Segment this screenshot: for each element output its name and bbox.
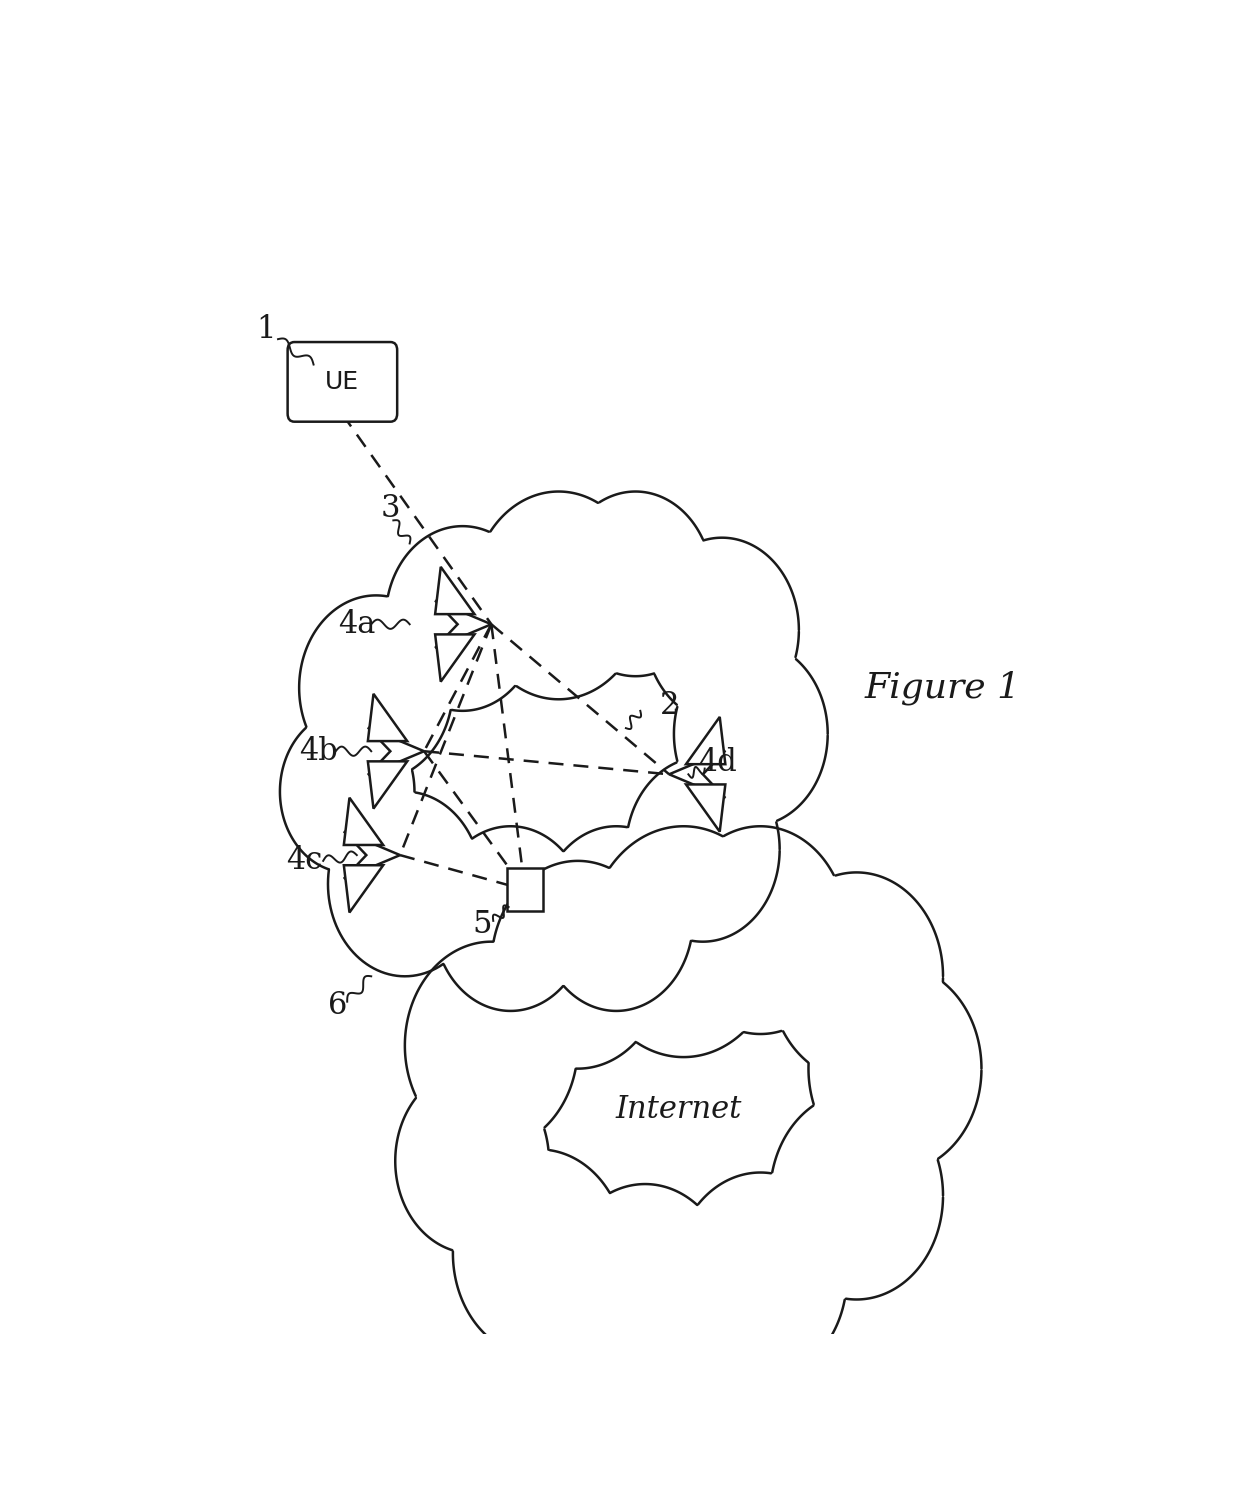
- Circle shape: [770, 1091, 942, 1300]
- Polygon shape: [343, 832, 401, 878]
- Text: 2: 2: [660, 690, 678, 721]
- Circle shape: [626, 757, 780, 941]
- Text: 6: 6: [327, 989, 347, 1021]
- Polygon shape: [435, 601, 491, 648]
- Circle shape: [539, 826, 693, 1010]
- Polygon shape: [343, 865, 383, 913]
- Polygon shape: [670, 751, 725, 797]
- Polygon shape: [368, 761, 407, 808]
- Circle shape: [386, 526, 539, 711]
- Circle shape: [453, 1150, 626, 1357]
- Polygon shape: [368, 694, 407, 741]
- Circle shape: [558, 492, 712, 676]
- Text: Internet: Internet: [615, 1094, 742, 1124]
- Circle shape: [434, 826, 588, 1010]
- FancyBboxPatch shape: [288, 342, 397, 421]
- Circle shape: [396, 1069, 549, 1253]
- Polygon shape: [435, 567, 475, 615]
- Circle shape: [645, 538, 799, 723]
- Polygon shape: [368, 727, 424, 775]
- Text: 5: 5: [472, 908, 491, 940]
- Text: 4a: 4a: [339, 609, 376, 640]
- Text: 3: 3: [381, 493, 401, 525]
- Circle shape: [558, 1184, 732, 1391]
- Circle shape: [675, 826, 847, 1034]
- Circle shape: [675, 642, 828, 826]
- Circle shape: [327, 791, 481, 976]
- Text: 4b: 4b: [299, 736, 337, 766]
- Circle shape: [472, 492, 645, 699]
- Circle shape: [675, 1172, 847, 1381]
- Circle shape: [299, 595, 453, 779]
- Circle shape: [770, 872, 942, 1081]
- Text: 1: 1: [255, 315, 275, 345]
- Text: Figure 1: Figure 1: [866, 670, 1021, 705]
- Polygon shape: [435, 634, 475, 682]
- Text: UE: UE: [325, 370, 360, 394]
- Circle shape: [491, 860, 665, 1069]
- Circle shape: [808, 965, 982, 1172]
- Polygon shape: [686, 717, 725, 764]
- Polygon shape: [686, 784, 725, 832]
- Text: 4d: 4d: [698, 748, 737, 778]
- FancyBboxPatch shape: [507, 868, 543, 911]
- Circle shape: [404, 941, 578, 1150]
- Text: 4c: 4c: [286, 845, 322, 877]
- Circle shape: [280, 711, 414, 872]
- Polygon shape: [343, 797, 383, 845]
- Circle shape: [588, 826, 780, 1057]
